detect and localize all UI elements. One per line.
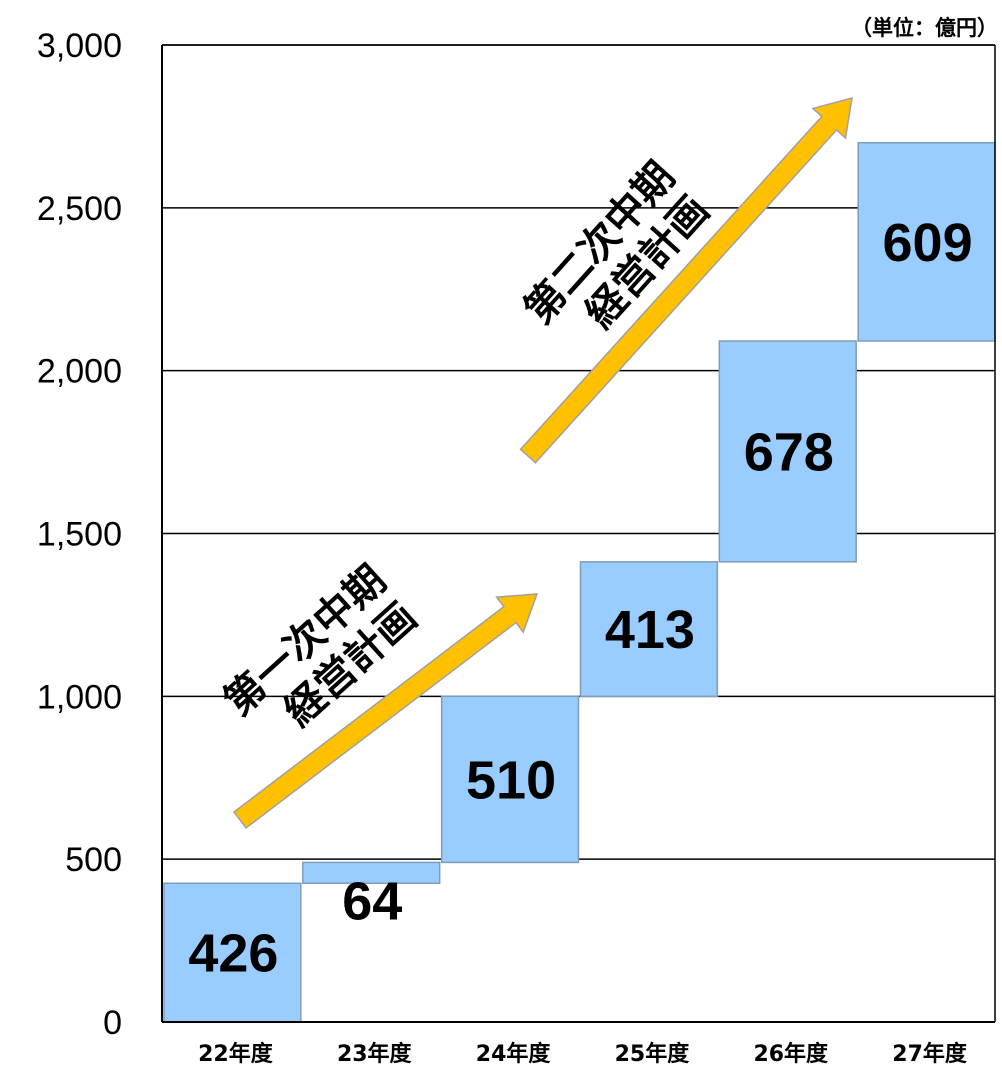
bar — [579, 561, 719, 698]
bar-value-label: 609 — [883, 213, 973, 273]
y-tick-label: 2,000 — [37, 353, 122, 391]
bar — [718, 340, 857, 563]
x-tick-label: 27年度 — [892, 1041, 968, 1067]
y-tick-label: 3,000 — [37, 27, 122, 65]
y-tick-label: 500 — [65, 841, 122, 879]
x-tick-label: 22年度 — [198, 1041, 274, 1067]
bar — [302, 861, 441, 885]
bar-value-label: 426 — [188, 924, 278, 984]
bar-value-label: 64 — [342, 871, 402, 931]
y-tick-label: 1,500 — [37, 516, 122, 554]
x-tick-label: 23年度 — [337, 1041, 413, 1067]
bar — [163, 882, 302, 1023]
y-tick-label: 1,000 — [37, 678, 122, 716]
x-tick-label: 24年度 — [476, 1041, 552, 1067]
bar-value-label: 678 — [744, 422, 834, 482]
bar — [440, 695, 580, 864]
bar — [857, 141, 996, 342]
arrow-1 — [232, 593, 539, 830]
x-tick-label: 26年度 — [753, 1041, 829, 1067]
bar-value-label: 510 — [466, 750, 556, 810]
unit-label: （単位：億円） — [851, 16, 998, 40]
y-tick-label: 0 — [103, 1004, 122, 1042]
arrow-2 — [519, 96, 853, 464]
x-tick-label: 25年度 — [615, 1041, 691, 1067]
y-tick-label: 2,500 — [37, 190, 122, 228]
bar-value-label: 413 — [605, 600, 695, 660]
